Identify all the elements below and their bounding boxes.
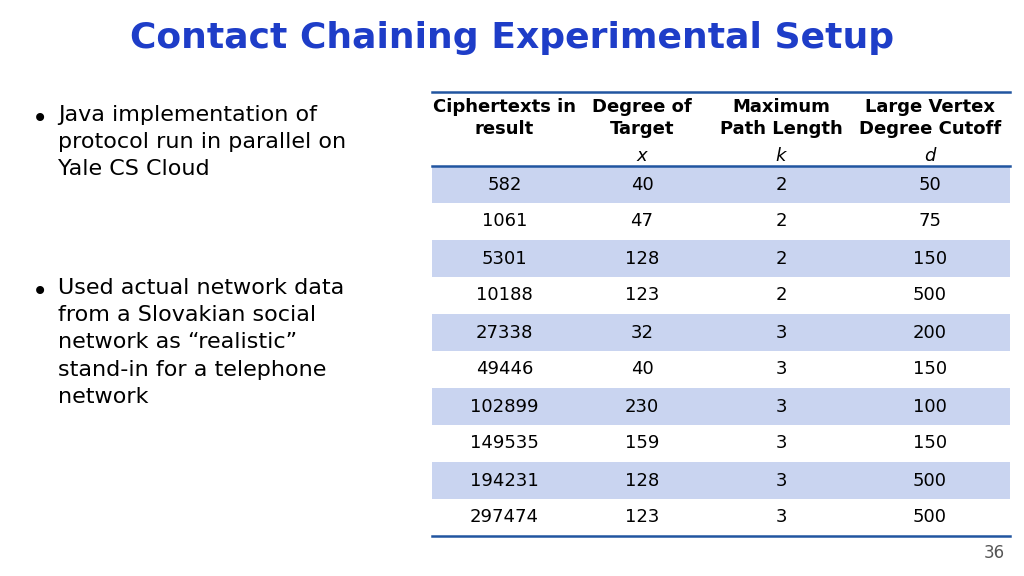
Text: k: k [776, 147, 786, 165]
Text: d: d [925, 147, 936, 165]
Bar [432, 240, 1010, 277]
Bar [432, 166, 1010, 203]
Text: Java implementation of
protocol run in parallel on
Yale CS Cloud: Java implementation of protocol run in p… [58, 105, 346, 179]
Text: Contact Chaining Experimental Setup: Contact Chaining Experimental Setup [130, 21, 894, 55]
Text: Large Vertex
Degree Cutoff: Large Vertex Degree Cutoff [859, 98, 1001, 138]
Bar [432, 277, 1010, 314]
Text: 3: 3 [775, 361, 786, 378]
Text: •: • [32, 105, 48, 133]
Bar [432, 425, 1010, 462]
Text: Degree of
Target: Degree of Target [592, 98, 692, 138]
Text: 27338: 27338 [476, 324, 534, 342]
Text: 128: 128 [625, 472, 659, 490]
Text: 500: 500 [913, 509, 947, 526]
Text: 10188: 10188 [476, 286, 532, 305]
Bar [432, 351, 1010, 388]
Text: 2: 2 [775, 286, 786, 305]
Text: Used actual network data
from a Slovakian social
network as “realistic”
stand-in: Used actual network data from a Slovakia… [58, 278, 344, 407]
Text: 3: 3 [775, 472, 786, 490]
Text: 159: 159 [625, 434, 659, 453]
Text: 40: 40 [631, 176, 653, 194]
Text: 123: 123 [625, 286, 659, 305]
Bar [432, 388, 1010, 425]
Text: 3: 3 [775, 324, 786, 342]
Text: 500: 500 [913, 286, 947, 305]
Text: 2: 2 [775, 249, 786, 267]
Bar [432, 499, 1010, 536]
Text: •: • [32, 278, 48, 306]
Text: 75: 75 [919, 213, 941, 230]
Text: 194231: 194231 [470, 472, 539, 490]
Text: Ciphertexts in
result: Ciphertexts in result [433, 98, 575, 138]
Text: 100: 100 [913, 397, 947, 415]
Text: 150: 150 [913, 361, 947, 378]
Text: x: x [637, 147, 647, 165]
Text: 2: 2 [775, 176, 786, 194]
Text: Maximum
Path Length: Maximum Path Length [720, 98, 843, 138]
Text: 40: 40 [631, 361, 653, 378]
Text: 3: 3 [775, 434, 786, 453]
Text: 50: 50 [919, 176, 941, 194]
Text: 1061: 1061 [482, 213, 527, 230]
Text: 36: 36 [984, 544, 1005, 562]
Text: 5301: 5301 [481, 249, 527, 267]
Text: 102899: 102899 [470, 397, 539, 415]
Bar [432, 462, 1010, 499]
Text: 149535: 149535 [470, 434, 539, 453]
Text: 297474: 297474 [470, 509, 539, 526]
Text: 150: 150 [913, 434, 947, 453]
Bar [432, 203, 1010, 240]
Text: 200: 200 [913, 324, 947, 342]
Text: 3: 3 [775, 397, 786, 415]
Text: 32: 32 [631, 324, 653, 342]
Text: 2: 2 [775, 213, 786, 230]
Text: 150: 150 [913, 249, 947, 267]
Text: 582: 582 [487, 176, 521, 194]
Text: 500: 500 [913, 472, 947, 490]
Bar [432, 314, 1010, 351]
Text: 3: 3 [775, 509, 786, 526]
Text: 49446: 49446 [476, 361, 534, 378]
Text: 123: 123 [625, 509, 659, 526]
Text: 47: 47 [631, 213, 653, 230]
Text: 128: 128 [625, 249, 659, 267]
Text: 230: 230 [625, 397, 659, 415]
